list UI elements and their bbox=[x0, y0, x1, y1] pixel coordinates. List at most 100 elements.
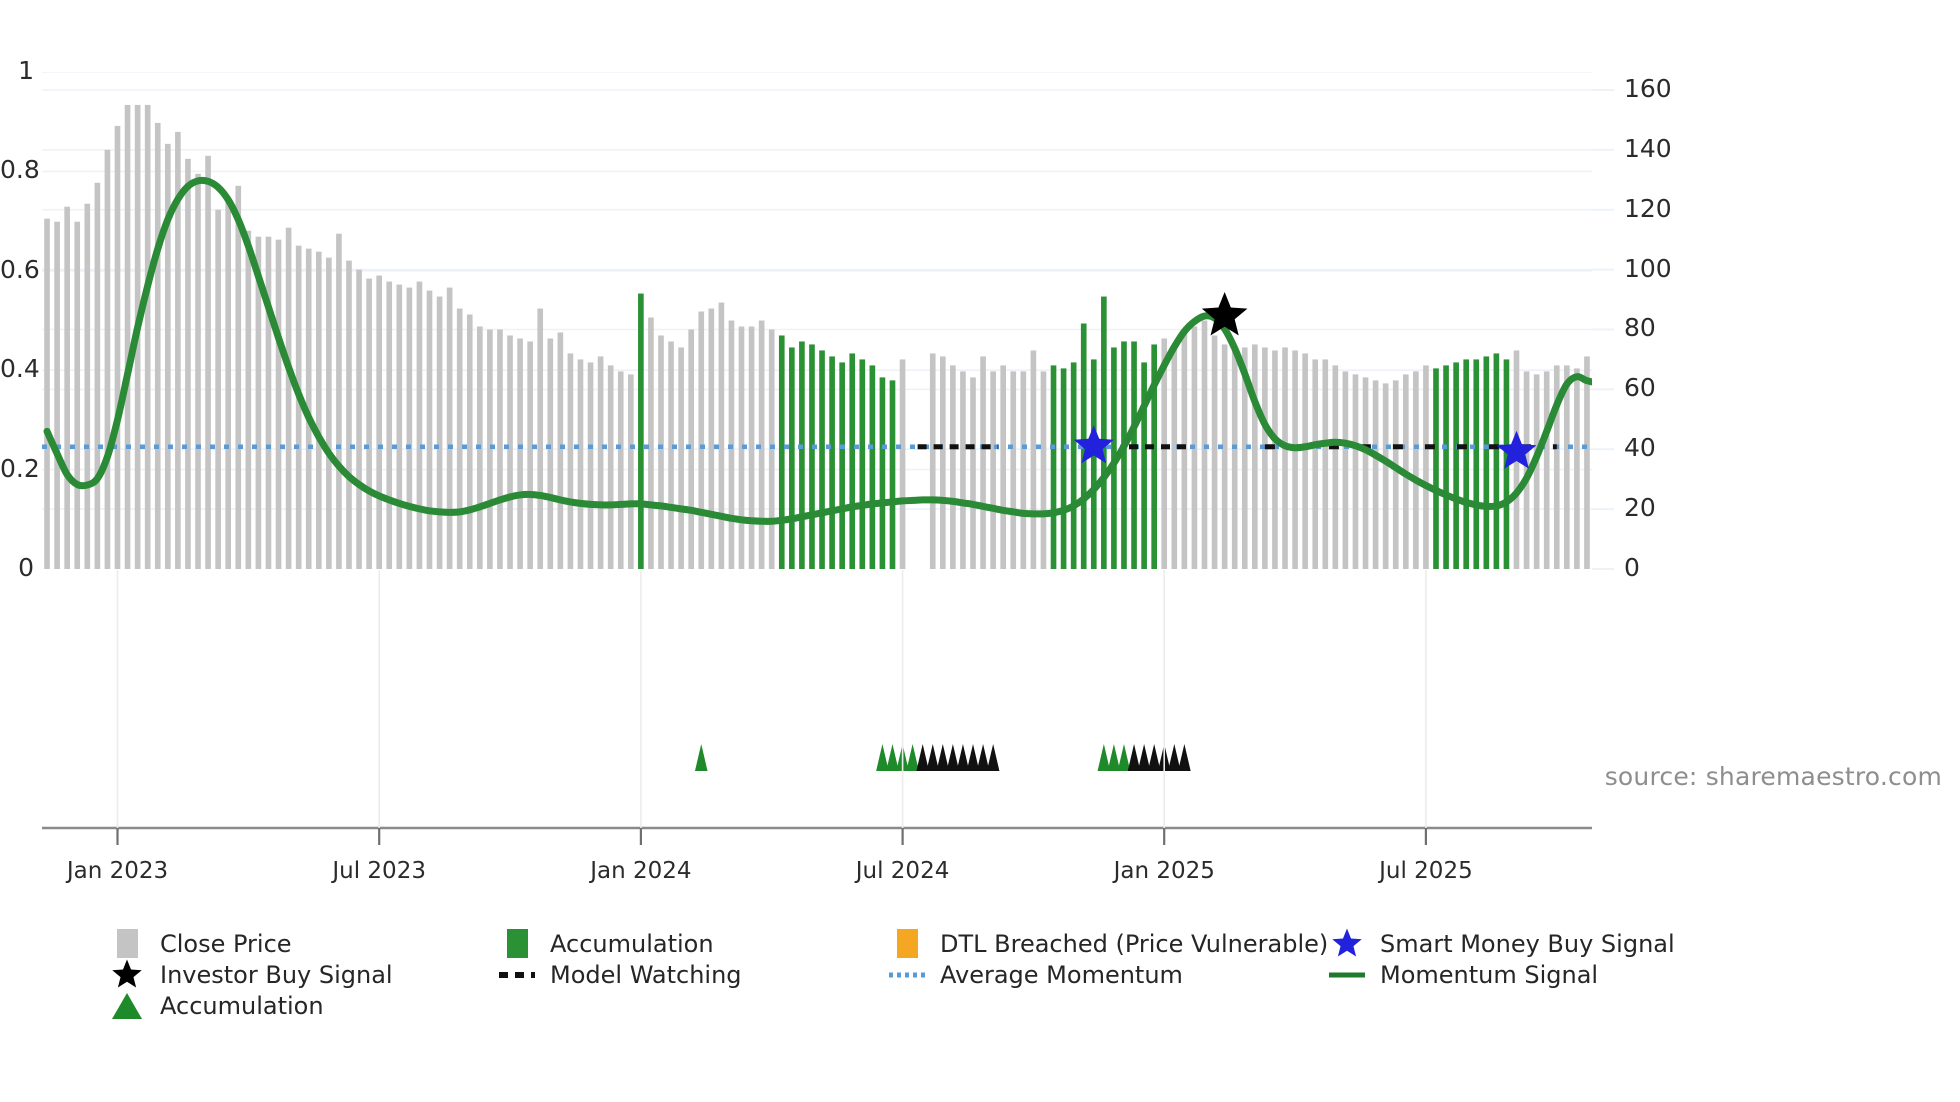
triangle-swatch-icon bbox=[112, 992, 142, 1019]
close-price-bar bbox=[587, 362, 594, 569]
legend-item[interactable]: DTL Breached (Price Vulnerable) bbox=[888, 929, 1328, 959]
close-price-bar bbox=[144, 104, 151, 569]
accumulation-bar bbox=[1473, 359, 1480, 569]
star-swatch-icon bbox=[112, 959, 142, 988]
close-price-bar bbox=[1211, 335, 1218, 569]
legend-item-label: Smart Money Buy Signal bbox=[1380, 929, 1675, 958]
smart-money-buy-signal-star[interactable] bbox=[1073, 425, 1114, 464]
accumulation-bar bbox=[829, 356, 835, 569]
accumulation-triangle-marker[interactable] bbox=[876, 744, 889, 771]
accumulation-bar bbox=[1483, 356, 1490, 569]
y-axis-left-tick-label: 1 bbox=[18, 56, 34, 85]
accumulation-bar bbox=[1101, 296, 1107, 569]
legend-item-label: Accumulation bbox=[550, 929, 714, 958]
accumulation-triangle-marker[interactable] bbox=[886, 744, 899, 771]
close-price-bar bbox=[497, 329, 503, 569]
close-price-bar bbox=[960, 371, 966, 569]
model-watching-triangle-marker[interactable] bbox=[966, 744, 980, 771]
close-price-bar bbox=[396, 284, 403, 569]
investor-buy-signal-star[interactable] bbox=[1201, 292, 1248, 336]
legend-item-label: Close Price bbox=[160, 929, 292, 958]
y-axis-left-tick-label: 0.8 bbox=[0, 155, 40, 185]
legend-item[interactable]: Momentum Signal bbox=[1328, 960, 1748, 990]
close-price-bar bbox=[456, 308, 463, 569]
accumulation-bar bbox=[1493, 353, 1500, 569]
close-price-bar bbox=[617, 371, 624, 569]
close-price-bar bbox=[1553, 365, 1560, 569]
close-price-bar bbox=[1020, 371, 1027, 569]
model-watching-triangle-marker[interactable] bbox=[1178, 744, 1191, 771]
close-price-bar bbox=[698, 311, 705, 569]
model-watching-triangle-marker[interactable] bbox=[926, 744, 940, 771]
close-price-bar bbox=[1282, 347, 1288, 569]
close-price-bar bbox=[1292, 350, 1298, 569]
model-watching-triangle-marker[interactable] bbox=[936, 744, 950, 771]
accumulation-triangle-marker[interactable] bbox=[694, 744, 708, 771]
close-price-bar bbox=[1564, 365, 1570, 569]
close-price-bar bbox=[175, 131, 181, 569]
legend-item[interactable]: Investor Buy Signal bbox=[108, 959, 498, 990]
close-price-bar bbox=[386, 281, 393, 569]
accumulation-triangle-marker[interactable] bbox=[906, 744, 919, 771]
model-watching-triangle-marker[interactable] bbox=[1147, 744, 1161, 771]
close-price-bar bbox=[567, 353, 574, 569]
y-axis-right-tick-label: 60 bbox=[1624, 373, 1656, 403]
accumulation-bar bbox=[879, 377, 886, 569]
close-price-bar bbox=[648, 317, 654, 569]
close-price-bar bbox=[1161, 338, 1168, 569]
close-price-bar bbox=[1392, 380, 1399, 569]
legend-item[interactable]: Close Price bbox=[108, 929, 498, 959]
close-price-bar bbox=[1231, 350, 1238, 569]
accumulation-triangle-marker[interactable] bbox=[1097, 744, 1111, 771]
model-watching-triangle-marker[interactable] bbox=[986, 744, 1000, 771]
close-price-bar bbox=[1362, 377, 1369, 569]
close-price-bar bbox=[265, 236, 272, 569]
close-price-bar bbox=[738, 326, 745, 569]
dotted-line-swatch-icon bbox=[889, 972, 925, 977]
model-watching-triangle-marker[interactable] bbox=[976, 744, 990, 771]
accumulation-bar bbox=[1463, 359, 1470, 569]
accumulation-triangle-marker[interactable] bbox=[1117, 744, 1131, 771]
star-swatch-icon-wrap bbox=[108, 959, 146, 990]
x-axis-tick-label: Jan 2025 bbox=[1113, 858, 1215, 884]
close-price-bar bbox=[929, 353, 936, 569]
model-watching-triangle-marker[interactable] bbox=[1157, 744, 1171, 771]
close-price-bar bbox=[527, 341, 533, 569]
close-price-bar bbox=[124, 104, 131, 569]
legend-item[interactable]: Accumulation bbox=[498, 929, 888, 959]
close-price-bar bbox=[1221, 344, 1228, 569]
chart-legend: Close Price Accumulation DTL Breached (Pri… bbox=[108, 928, 1908, 1021]
legend-item[interactable]: Smart Money Buy Signal bbox=[1328, 928, 1748, 959]
accumulation-bar bbox=[869, 365, 876, 569]
close-price-bar bbox=[1030, 350, 1037, 569]
close-price-bar bbox=[416, 281, 423, 569]
close-price-bar bbox=[487, 329, 493, 569]
close-price-bar bbox=[426, 290, 433, 569]
close-price-bar bbox=[74, 221, 81, 569]
accumulation-triangle-marker[interactable] bbox=[896, 744, 909, 771]
accumulation-triangle-marker[interactable] bbox=[1107, 744, 1121, 771]
x-axis-tick-label: Jul 2025 bbox=[1379, 858, 1473, 884]
model-watching-triangle-marker[interactable] bbox=[1168, 744, 1181, 771]
model-watching-triangle-marker[interactable] bbox=[956, 744, 970, 771]
model-watching-triangle-marker[interactable] bbox=[1137, 744, 1151, 771]
close-price-bar bbox=[1272, 350, 1278, 569]
y-axis-right-tick-label: 20 bbox=[1624, 493, 1656, 523]
y-axis-left-tick-label: 0.6 bbox=[0, 254, 40, 284]
x-axis-tick-label: Jan 2024 bbox=[590, 858, 692, 884]
legend-item[interactable]: Average Momentum bbox=[888, 960, 1328, 990]
legend-item-label: Investor Buy Signal bbox=[160, 960, 393, 989]
close-price-bar bbox=[154, 122, 161, 569]
x-axis-tick-label: Jul 2023 bbox=[332, 858, 426, 884]
model-watching-triangle-marker[interactable] bbox=[916, 744, 929, 771]
model-watching-triangle-marker[interactable] bbox=[946, 744, 960, 771]
legend-item[interactable]: Model Watching bbox=[498, 960, 888, 990]
model-watching-triangle-marker[interactable] bbox=[1127, 744, 1141, 771]
close-price-bar bbox=[557, 332, 564, 569]
square-swatch-icon-wrap bbox=[888, 929, 926, 959]
smart-money-buy-signal-star[interactable] bbox=[1496, 430, 1537, 469]
close-price-bar bbox=[1010, 371, 1017, 569]
legend-item[interactable]: Accumulation bbox=[108, 991, 498, 1021]
close-price-bar bbox=[275, 239, 282, 569]
